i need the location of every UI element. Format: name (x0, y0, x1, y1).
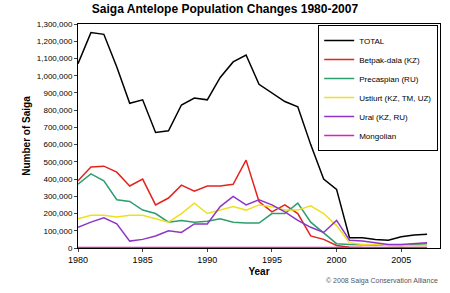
svg-text:Ural (KZ, RU): Ural (KZ, RU) (359, 113, 408, 122)
svg-text:400,000: 400,000 (43, 175, 72, 184)
svg-text:2000: 2000 (327, 255, 347, 265)
svg-text:Betpak-dala (KZ): Betpak-dala (KZ) (359, 56, 420, 65)
svg-text:1,000,000: 1,000,000 (37, 71, 73, 80)
svg-text:Number of Saiga: Number of Saiga (21, 96, 32, 176)
svg-text:200,000: 200,000 (43, 209, 72, 218)
svg-text:© 2008 Saiga Conservation Alli: © 2008 Saiga Conservation Alliance (326, 277, 438, 285)
svg-text:Precaspian (RU): Precaspian (RU) (359, 75, 418, 84)
svg-text:600,000: 600,000 (43, 140, 72, 149)
svg-text:2005: 2005 (391, 255, 411, 265)
svg-text:0: 0 (68, 244, 73, 253)
svg-text:TOTAL: TOTAL (359, 37, 385, 46)
svg-text:1995: 1995 (262, 255, 282, 265)
svg-text:Mongolian: Mongolian (359, 132, 396, 141)
svg-text:500,000: 500,000 (43, 158, 72, 167)
svg-text:1,300,000: 1,300,000 (37, 20, 73, 29)
svg-text:900,000: 900,000 (43, 89, 72, 98)
svg-text:Ustiurt (KZ, TM, UZ): Ustiurt (KZ, TM, UZ) (359, 94, 431, 103)
svg-text:100,000: 100,000 (43, 227, 72, 236)
svg-text:1990: 1990 (197, 255, 217, 265)
svg-text:1980: 1980 (68, 255, 88, 265)
svg-text:Year: Year (248, 266, 269, 277)
svg-text:1,100,000: 1,100,000 (37, 54, 73, 63)
svg-text:1985: 1985 (133, 255, 153, 265)
svg-text:700,000: 700,000 (43, 123, 72, 132)
svg-text:1,200,000: 1,200,000 (37, 37, 73, 46)
svg-text:300,000: 300,000 (43, 192, 72, 201)
svg-text:800,000: 800,000 (43, 106, 72, 115)
svg-text:Saiga Antelope Population Chan: Saiga Antelope Population Changes 1980-2… (92, 2, 359, 16)
